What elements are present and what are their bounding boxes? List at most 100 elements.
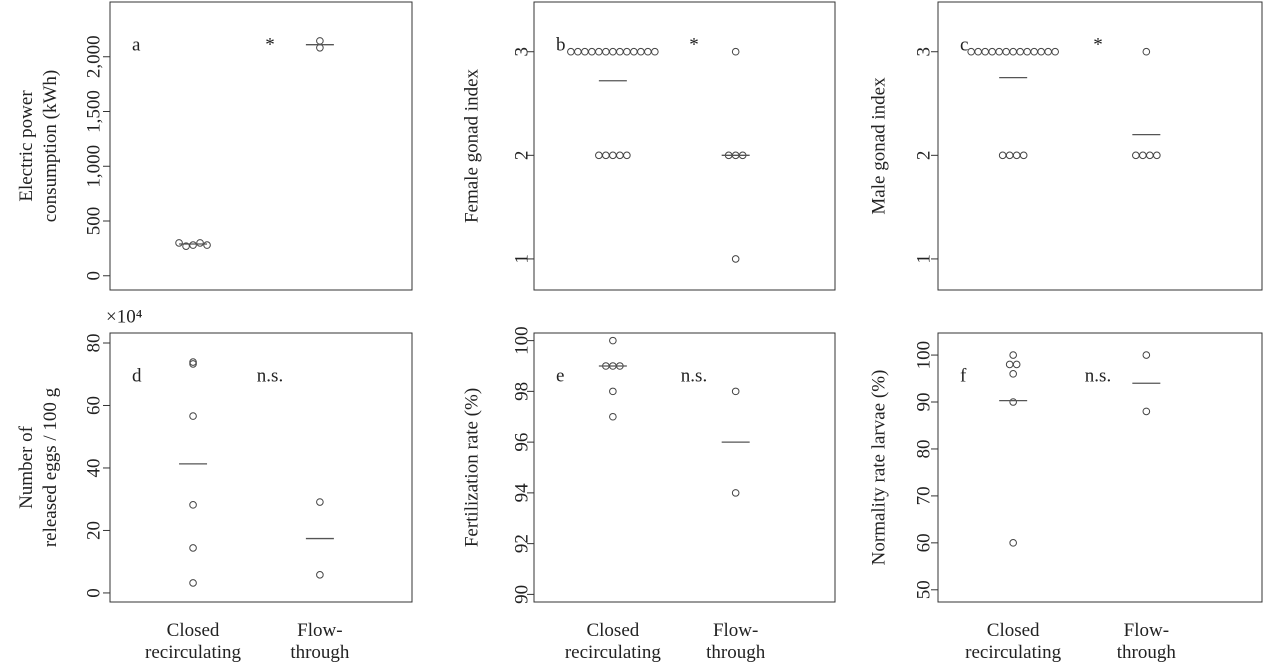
data-point <box>651 47 659 56</box>
y-tick-label: 70 <box>913 486 934 505</box>
data-point <box>1146 151 1154 160</box>
panel-label: e <box>556 365 564 386</box>
x-tick-label: Flow-through <box>706 620 766 663</box>
data-point <box>189 501 197 509</box>
y-axis-label: Fertilization rate (%) <box>461 388 482 547</box>
data-point <box>316 37 324 45</box>
data-point <box>1009 47 1017 56</box>
data-point <box>189 544 197 552</box>
panel-label: f <box>960 365 967 386</box>
data-point <box>1012 151 1021 160</box>
data-point <box>616 151 624 160</box>
panel-label: c <box>960 34 968 55</box>
y-tick-label: 90 <box>913 393 934 412</box>
data-point <box>1142 407 1151 416</box>
data-point <box>644 47 652 56</box>
data-point <box>581 47 589 56</box>
y-axis-label-line: consumption (kWh) <box>40 70 61 223</box>
y-axis-label: Electric power consumption (kWh) <box>16 70 61 223</box>
data-point <box>203 241 211 249</box>
plot-frame <box>109 1 413 291</box>
data-point <box>595 47 603 56</box>
data-point <box>574 47 582 56</box>
significance: * <box>1093 34 1103 55</box>
y-multiplier: ×10⁴ <box>106 306 143 327</box>
data-point <box>1009 351 1017 359</box>
y-axis-label: Female gonad index <box>461 68 482 223</box>
data-point <box>1019 151 1028 160</box>
data-point <box>1044 47 1052 56</box>
data-point <box>588 47 596 56</box>
y-tick-label: 94 <box>511 483 532 503</box>
data-point <box>1139 151 1147 160</box>
data-point <box>1012 360 1021 369</box>
y-tick-label: 1 <box>511 254 532 264</box>
y-tick-label: 3 <box>511 47 532 57</box>
data-point <box>196 239 204 247</box>
data-point <box>189 360 197 368</box>
y-tick-label: 3 <box>913 47 934 57</box>
y-tick-label: 92 <box>511 534 532 553</box>
data-point <box>175 239 183 247</box>
data-point <box>567 47 575 56</box>
data-point <box>1005 151 1014 160</box>
y-tick-label: 80 <box>83 333 104 352</box>
y-tick-label: 40 <box>83 458 104 477</box>
y-tick-label: 500 <box>83 207 104 236</box>
data-point <box>967 47 975 56</box>
data-point <box>731 387 740 396</box>
data-point <box>1037 47 1045 56</box>
data-point <box>1009 398 1017 406</box>
data-point <box>1009 539 1017 547</box>
data-point <box>316 43 324 52</box>
y-tick-label: 1,500 <box>83 90 104 133</box>
y-axis-label-line: Electric power <box>16 90 37 202</box>
data-point <box>623 47 631 56</box>
x-tick-label: Flow-through <box>290 620 350 663</box>
data-point <box>1153 151 1161 160</box>
data-point <box>602 151 610 160</box>
data-point <box>1142 351 1151 359</box>
y-tick-label: 100 <box>913 341 934 370</box>
y-tick-label: 100 <box>511 326 532 355</box>
data-point <box>609 47 617 56</box>
y-tick-label: 98 <box>511 382 532 401</box>
y-tick-label: 90 <box>511 585 532 604</box>
significance: n.s. <box>257 365 283 386</box>
data-point <box>609 412 617 421</box>
data-point <box>995 47 1003 56</box>
data-point <box>189 412 197 420</box>
significance: n.s. <box>681 365 707 386</box>
y-tick-label: 2 <box>913 151 934 161</box>
y-tick-label: 1,000 <box>83 145 104 188</box>
x-tick-label: Closed recirculating <box>145 620 242 663</box>
data-point <box>637 47 645 56</box>
x-tick-label: Closed recirculating <box>564 620 661 663</box>
y-tick-label: 60 <box>913 533 934 552</box>
data-point <box>1002 47 1010 56</box>
data-point <box>988 47 996 56</box>
significance: * <box>265 34 275 55</box>
data-point <box>1005 360 1014 369</box>
plot-frame <box>533 1 836 291</box>
y-axis-label: Male gonad index <box>868 77 889 215</box>
data-point <box>1030 47 1038 56</box>
data-point <box>731 255 740 263</box>
data-point <box>1023 47 1031 56</box>
y-tick-label: 50 <box>913 580 934 599</box>
plot-frame <box>937 1 1263 291</box>
x-tick-label: Flow-through <box>1116 620 1176 663</box>
data-point <box>595 151 603 160</box>
data-point <box>1051 47 1059 56</box>
data-point <box>1142 47 1151 56</box>
y-axis-label-line: Number of <box>16 425 37 509</box>
y-tick-label: 2,000 <box>83 35 104 78</box>
y-axis-label-line: released eggs / 100 g <box>40 387 61 547</box>
data-point <box>1132 151 1140 160</box>
data-point <box>981 47 989 56</box>
panel-label: b <box>556 34 566 55</box>
data-point <box>602 47 610 56</box>
data-point <box>731 489 740 497</box>
